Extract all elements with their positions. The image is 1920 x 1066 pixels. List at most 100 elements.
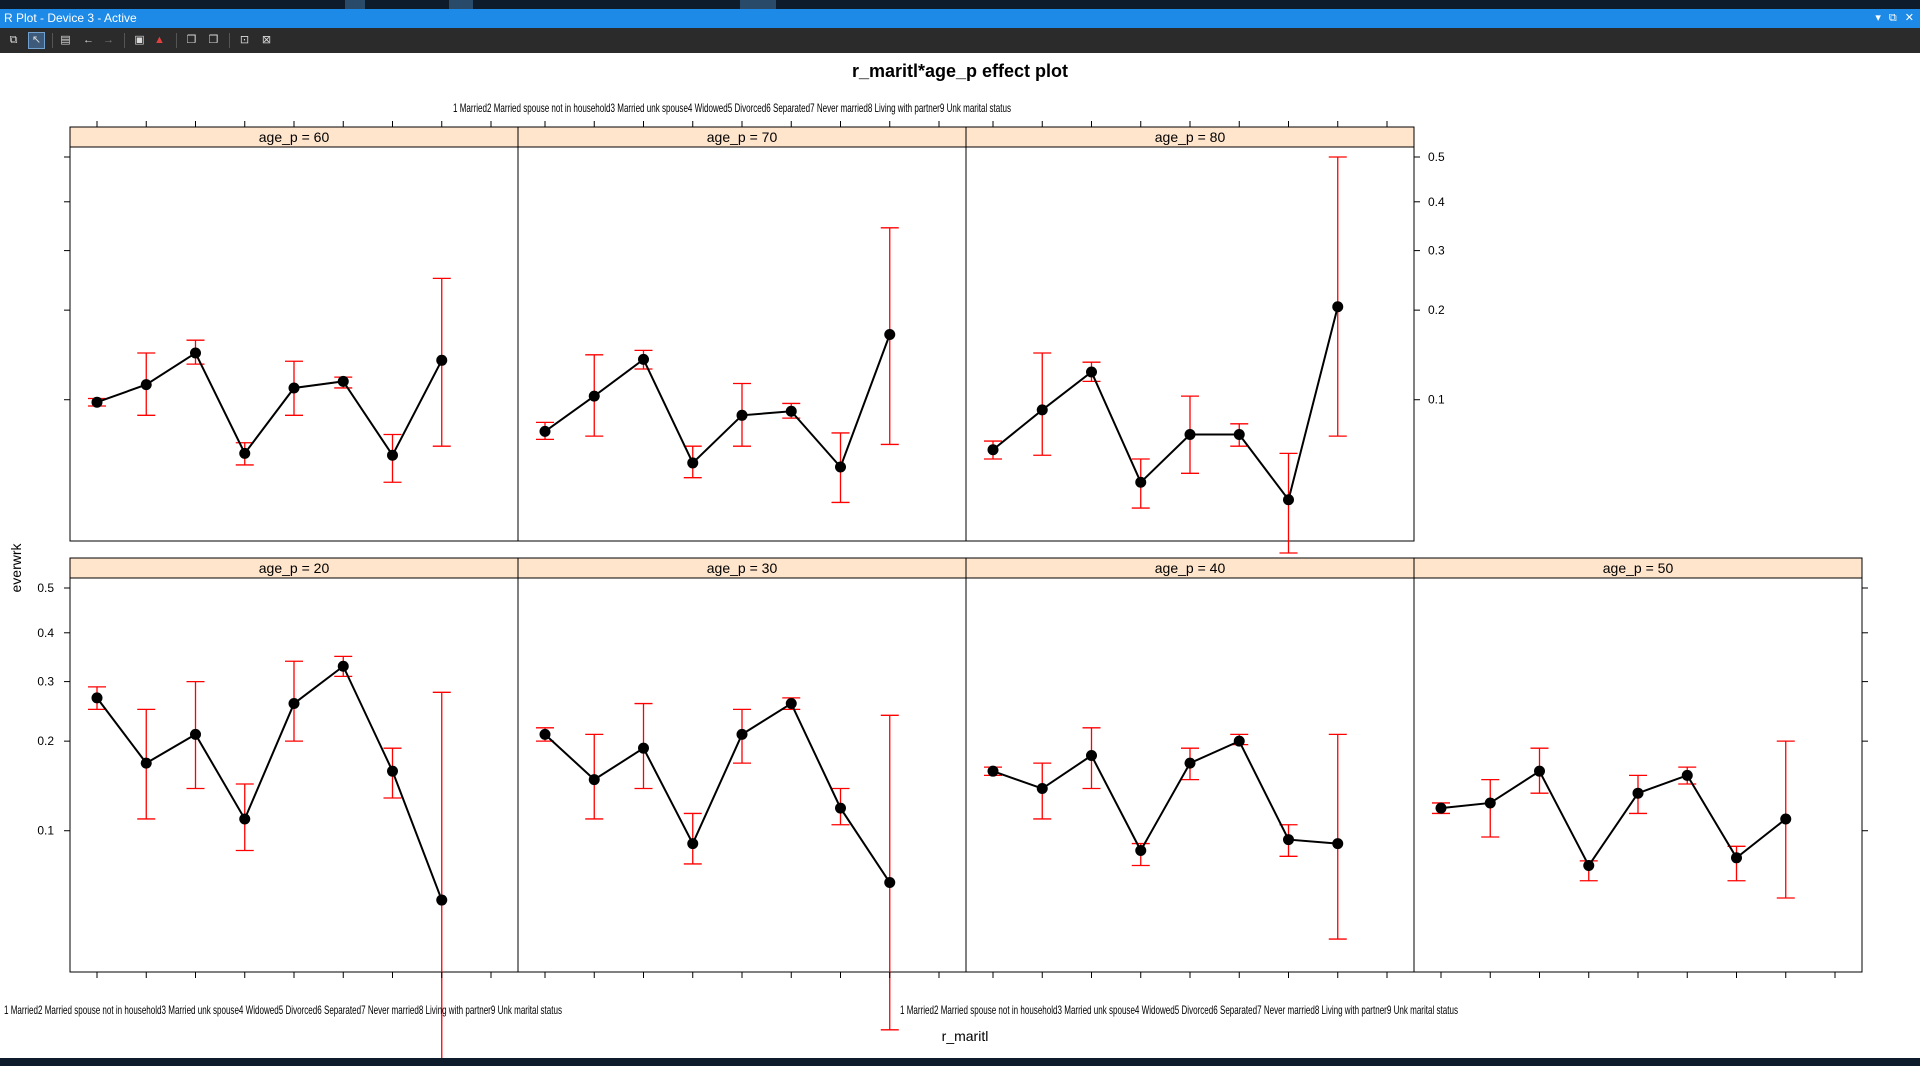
effect-point — [91, 396, 103, 408]
effect-line — [992, 306, 1339, 503]
effect-point — [1086, 750, 1097, 762]
effect-point — [1332, 301, 1344, 313]
taskbar-item[interactable] — [740, 0, 776, 9]
effect-point — [588, 390, 600, 402]
effect-point — [987, 444, 999, 456]
x-tick-labels-bottom-left: 1 Married2 Married spouse not in househo… — [4, 1003, 562, 1017]
effect-point — [1435, 802, 1447, 814]
effect-point — [835, 802, 846, 814]
copy-metafile-icon[interactable]: ❒ — [208, 34, 219, 46]
effect-line — [96, 664, 443, 901]
effect-point — [1036, 783, 1048, 795]
effect-point — [1135, 476, 1147, 488]
effect-point — [736, 728, 748, 740]
y-tick-label: 0.4 — [37, 626, 54, 640]
stay-on-top-icon[interactable]: ⊡ — [239, 34, 250, 46]
effect-point — [687, 838, 699, 850]
y-tick-label: 0.3 — [1428, 244, 1445, 258]
effect-point — [687, 457, 699, 469]
toolbar-separator — [229, 33, 230, 48]
effect-line — [544, 702, 891, 884]
effect-point — [337, 375, 349, 387]
effect-point — [1135, 845, 1147, 857]
effect-point — [539, 425, 551, 437]
effect-point — [1632, 787, 1644, 799]
effect-point — [190, 728, 201, 740]
effect-point — [1184, 429, 1196, 441]
effect-point — [1332, 838, 1344, 850]
effect-plot: r_maritl*age_p effect plot everwrk r_marit… — [4, 61, 1868, 1066]
panel-strip-label: age_p = 20 — [259, 560, 330, 576]
panel-strip-label: age_p = 70 — [707, 129, 778, 145]
print-icon[interactable]: ▤ — [60, 34, 71, 46]
effect-point — [1283, 494, 1294, 506]
effect-point — [638, 742, 649, 754]
restore-button[interactable]: ⧉ — [1888, 12, 1897, 24]
save-image-icon[interactable]: ▣ — [134, 34, 145, 46]
effect-point — [91, 692, 103, 704]
effect-point — [736, 409, 748, 421]
effect-point — [239, 447, 251, 459]
taskbar-bottom — [0, 1058, 1920, 1066]
panel-strip-label: age_p = 30 — [707, 560, 778, 576]
effect-point — [239, 813, 251, 825]
effect-point — [337, 660, 349, 672]
effect-point — [1534, 765, 1545, 777]
effect-line — [992, 739, 1338, 853]
effect-point — [638, 353, 649, 365]
effect-point — [835, 461, 846, 473]
taskbar-item[interactable] — [345, 0, 365, 9]
effect-point — [1036, 404, 1048, 416]
select-pointer-icon[interactable]: ↖ — [28, 32, 45, 49]
y-tick-label: 0.1 — [37, 824, 54, 838]
toolbar-separator — [52, 33, 53, 48]
effect-point — [387, 449, 398, 461]
panel-frame — [517, 146, 967, 542]
panel-strip-label: age_p = 80 — [1155, 129, 1226, 145]
y-tick-label: 0.5 — [37, 581, 54, 595]
effect-point — [190, 347, 201, 359]
window-titlebar[interactable]: R Plot - Device 3 - Active ▾ ⧉ ✕ — [0, 9, 1920, 28]
effect-point — [1233, 735, 1245, 747]
taskbar-item[interactable] — [449, 0, 473, 9]
new-window-icon[interactable]: ⧉ — [9, 34, 18, 46]
effect-point — [1086, 366, 1097, 378]
minimize-button[interactable]: ▾ — [1875, 12, 1881, 24]
taskbar-top — [0, 0, 1920, 9]
effect-line — [96, 351, 443, 458]
effect-point — [987, 765, 999, 777]
y-tick-label: 0.2 — [1428, 303, 1445, 317]
panel-frame — [517, 577, 967, 973]
clear-history-icon[interactable]: ⊠ — [261, 34, 272, 46]
close-button[interactable]: ✕ — [1904, 12, 1914, 24]
effect-line — [1440, 769, 1787, 868]
effect-point — [288, 382, 300, 394]
y-tick-label: 0.4 — [1428, 195, 1445, 209]
x-tick-labels-top: 1 Married2 Married spouse not in househo… — [453, 101, 1011, 115]
effect-point — [436, 354, 448, 366]
effect-point — [140, 757, 152, 769]
effect-point — [1233, 429, 1245, 441]
save-pdf-icon[interactable]: ▲ — [154, 34, 165, 46]
panel-frame — [965, 146, 1415, 542]
effect-point — [288, 698, 300, 710]
panel-strip-label: age_p = 40 — [1155, 560, 1226, 576]
effect-point — [884, 329, 896, 341]
back-arrow-icon[interactable]: ← — [83, 34, 94, 46]
toolbar-separator — [176, 33, 177, 48]
panel-strip-label: age_p = 60 — [259, 129, 330, 145]
effect-point — [785, 698, 797, 710]
copy-icon[interactable]: ❐ — [186, 34, 197, 46]
toolbar: ⧉ ↖ ▤ ← → ▣ ▲ ❐ ❒ ⊡ ⊠ — [0, 28, 1920, 53]
effect-point — [1731, 852, 1742, 864]
y-tick-label: 0.2 — [37, 734, 54, 748]
forward-arrow-icon[interactable]: → — [103, 34, 114, 46]
y-axis-label: everwrk — [8, 543, 24, 593]
effect-point — [785, 405, 797, 417]
effect-point — [1184, 757, 1196, 769]
effect-point — [1484, 797, 1496, 809]
effect-point — [539, 728, 551, 740]
x-tick-labels-bottom-right: 1 Married2 Married spouse not in househo… — [900, 1003, 1458, 1017]
effect-point — [436, 894, 448, 906]
chart-title: r_maritl*age_p effect plot — [852, 61, 1068, 81]
